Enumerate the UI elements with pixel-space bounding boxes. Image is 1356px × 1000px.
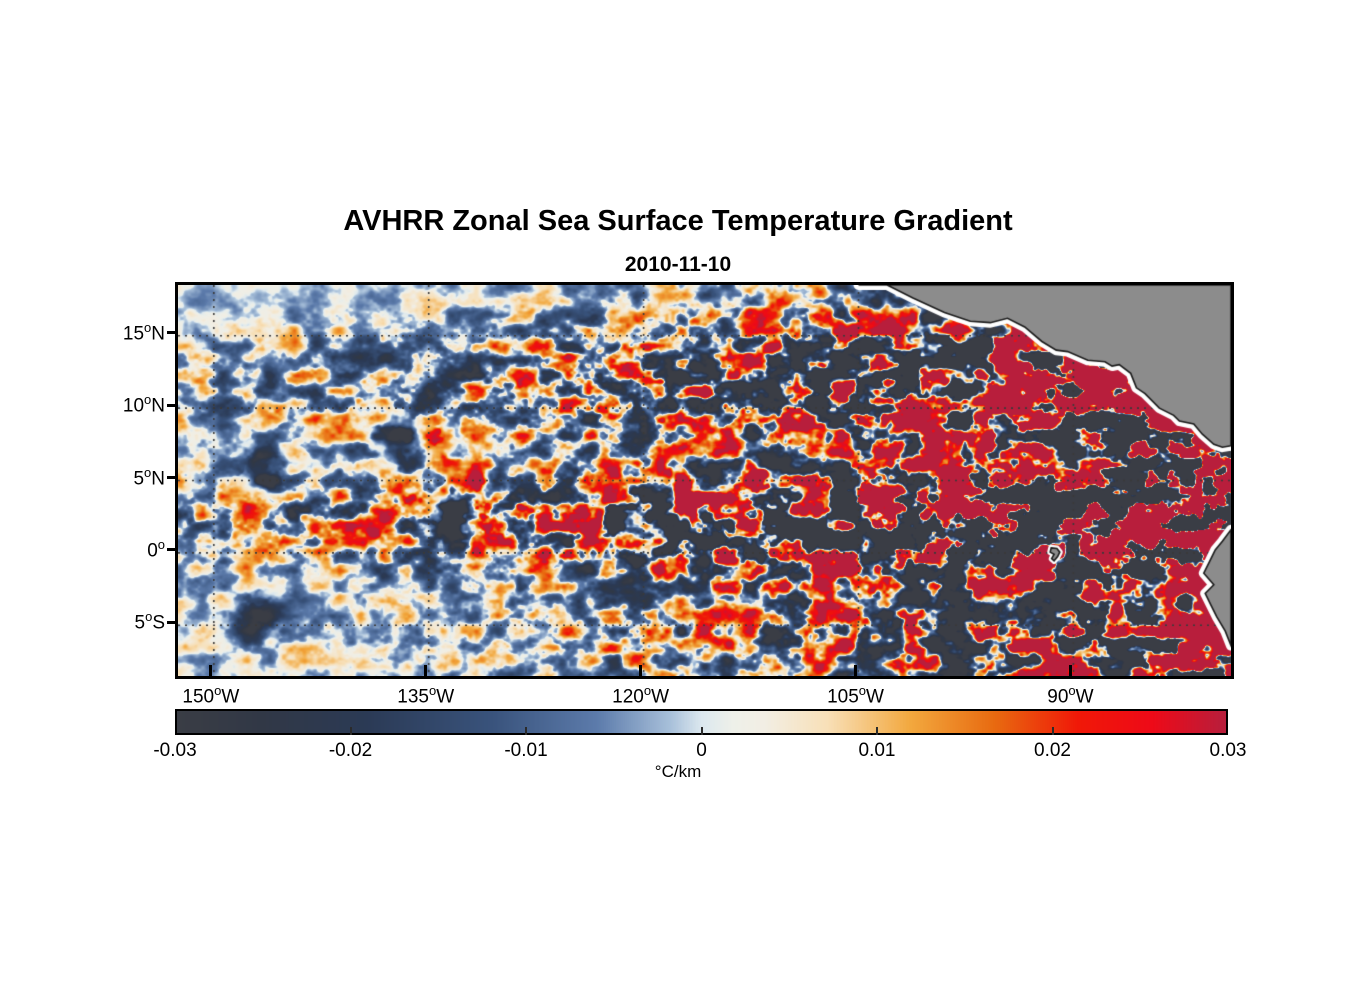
colorbar-tick xyxy=(1051,727,1054,735)
ytick-label: 5oN xyxy=(133,464,165,489)
xtick-label: 90oW xyxy=(1047,683,1094,708)
colorbar-gradient xyxy=(177,711,1226,733)
colorbar-tick xyxy=(700,727,703,735)
colorbar-tick xyxy=(525,727,527,735)
colorbar-tick xyxy=(876,727,878,735)
xtick-mark xyxy=(854,665,857,676)
xtick-label: 150oW xyxy=(182,683,240,708)
ytick-label: 10oN xyxy=(122,392,165,417)
xtick-mark xyxy=(1068,665,1072,676)
ytick-label: 15oN xyxy=(122,319,165,344)
ytick-mark xyxy=(167,620,178,624)
ytick-mark xyxy=(167,331,178,335)
colorbar-tick-label: -0.01 xyxy=(504,740,548,761)
ytick-mark xyxy=(167,548,178,552)
figure-subtitle-date: 2010-11-10 xyxy=(624,253,732,276)
colorbar-tick xyxy=(349,727,352,735)
map-plot-area xyxy=(175,282,1234,679)
colorbar-tick-label: -0.03 xyxy=(153,740,197,761)
xtick-label: 105oW xyxy=(827,683,884,708)
xtick-mark xyxy=(639,665,643,676)
ytick-mark xyxy=(167,403,178,407)
colorbar-unit-label: °C/km xyxy=(654,762,702,781)
ytick-label: 0o xyxy=(147,536,165,562)
xtick-mark xyxy=(424,665,428,676)
ytick-mark xyxy=(167,476,178,479)
colorbar-tick-label: -0.02 xyxy=(328,740,373,761)
colorbar-tick-label: 0 xyxy=(696,740,707,761)
colorbar-tick-label: 0.03 xyxy=(1209,740,1247,761)
colorbar-tick-label: 0.01 xyxy=(858,740,896,761)
xtick-mark xyxy=(209,665,213,676)
colorbar-tick-label: 0.02 xyxy=(1034,740,1071,761)
xtick-label: 120oW xyxy=(612,683,670,708)
ytick-label: 5oS xyxy=(134,609,166,634)
xtick-label: 135oW xyxy=(397,683,455,708)
sst-gradient-heatmap xyxy=(178,285,1231,676)
page-title: AVHRR Zonal Sea Surface Temperature Grad… xyxy=(343,205,1013,237)
